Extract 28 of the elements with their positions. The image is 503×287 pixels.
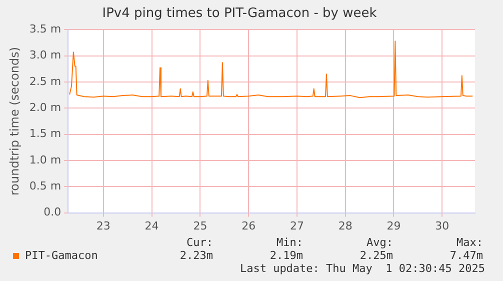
- y-axis-title: roundtrip time (seconds): [7, 46, 22, 196]
- text: Max:: [456, 236, 483, 249]
- x-tick-label: 29: [386, 219, 401, 232]
- y-tick-label: 1.0 m: [29, 153, 62, 166]
- y-tick-label: 1.5 m: [29, 127, 62, 140]
- text: 2.25m: [358, 249, 393, 262]
- x-tick-label: 23: [96, 219, 110, 232]
- x-tick-label: 24: [144, 219, 159, 232]
- text: 7.47m: [448, 249, 483, 262]
- y-tick-label: 3.0 m: [29, 48, 62, 62]
- x-tick-label: 30: [435, 219, 450, 232]
- legend-label: PIT-Gamacon: [25, 249, 98, 262]
- text: 2.19m: [268, 249, 303, 262]
- text: Avg:: [366, 236, 393, 249]
- x-tick-label: 25: [193, 219, 208, 232]
- y-tick-label: 0.5 m: [29, 179, 62, 192]
- text: Cur:: [186, 236, 213, 249]
- x-tick-label: 28: [338, 219, 352, 232]
- chart-title: IPv4 ping times to PIT-Gamacon - by week: [102, 6, 378, 22]
- y-tick-label: 3.5 m: [29, 22, 62, 36]
- text: Last update: Thu May 1 02:30:45 2025: [238, 262, 486, 275]
- text: 2.23m: [178, 249, 213, 262]
- y-tick-label: 2.0 m: [29, 100, 62, 114]
- y-tick-label: 2.5 m: [29, 74, 62, 88]
- text: Min:: [276, 236, 303, 249]
- x-tick-label: 26: [242, 219, 256, 232]
- x-tick-label: 27: [290, 219, 304, 232]
- y-tick-label: 0.0: [44, 206, 62, 219]
